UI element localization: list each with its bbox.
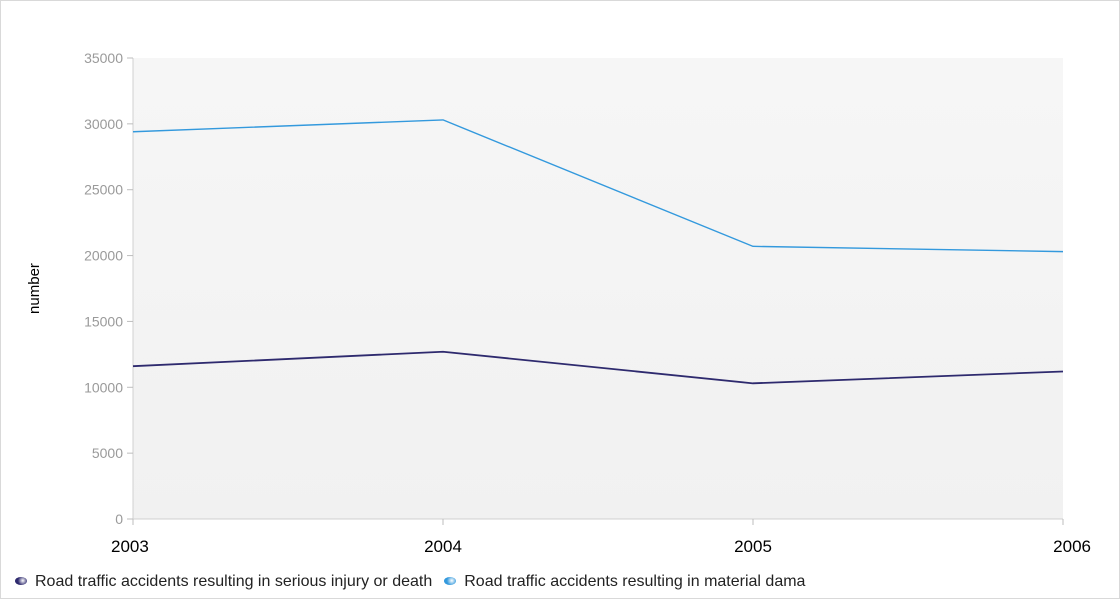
y-tick-label: 20000 — [84, 248, 123, 264]
series-lines — [132, 119, 1064, 385]
x-tick-label: 2004 — [424, 537, 462, 556]
x-axis-ticks: 2003 2004 2005 2006 — [111, 519, 1091, 556]
legend-marker-icon — [444, 576, 457, 585]
legend-item-1: Road traffic accidents resulting in seri… — [15, 567, 432, 597]
y-tick-label: 25000 — [84, 182, 123, 198]
legend-marker-icon — [15, 576, 27, 585]
y-tick-label: 35000 — [84, 50, 123, 66]
series-line-2 — [132, 119, 1064, 253]
x-tick-label: 2006 — [1053, 537, 1091, 556]
legend-label: Road traffic accidents resulting in mate… — [464, 573, 806, 590]
y-tick-label: 15000 — [84, 313, 123, 329]
y-axis-ticks: 0 5000 10000 15000 20000 25000 30000 35000 — [84, 50, 133, 527]
legend-label: Road traffic accidents resulting in seri… — [35, 573, 433, 590]
y-tick-label: 5000 — [92, 445, 123, 461]
x-tick-label: 2003 — [111, 537, 149, 556]
y-axis-label: number — [26, 263, 43, 314]
x-tick-label: 2005 — [734, 537, 772, 556]
legend: Road traffic accidents resulting in seri… — [1, 567, 1120, 597]
legend-item-2: Road traffic accidents resulting in mate… — [444, 567, 805, 597]
series-line-1 — [132, 350, 1064, 385]
y-tick-label: 30000 — [84, 116, 123, 132]
y-tick-label: 0 — [115, 511, 123, 527]
plot-area — [133, 58, 1063, 519]
line-chart: 0 5000 10000 15000 20000 25000 30000 35000 2003… — [26, 50, 1091, 556]
axes — [132, 58, 1063, 520]
y-tick-label: 10000 — [84, 379, 123, 395]
